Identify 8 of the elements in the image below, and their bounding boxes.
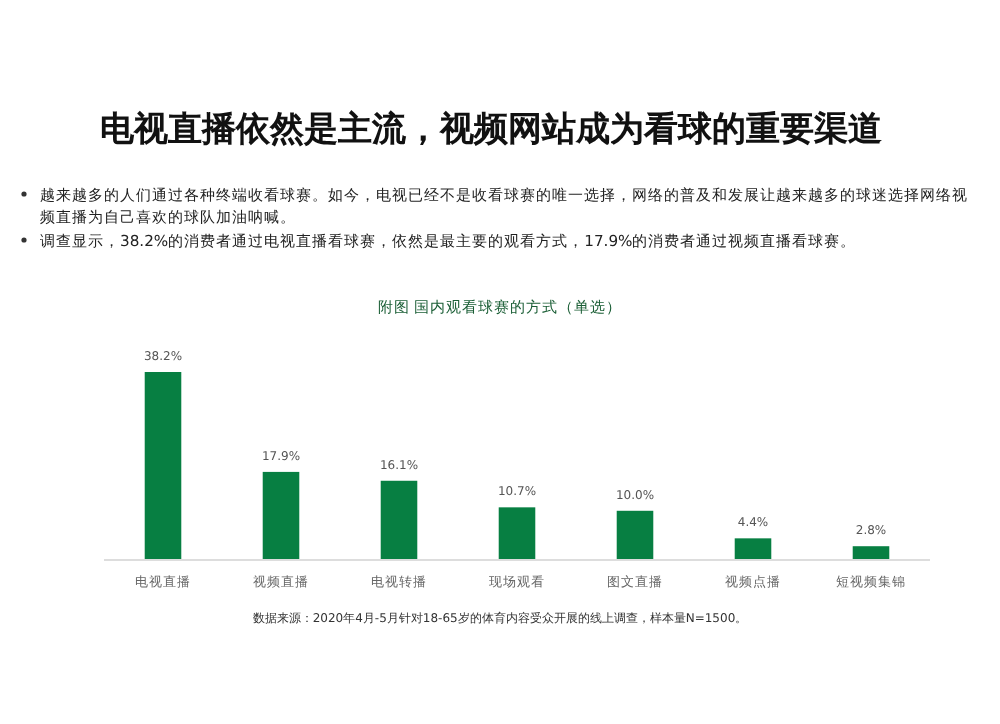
bar [852, 546, 890, 560]
bar [380, 480, 418, 560]
bar [262, 471, 300, 560]
bar [144, 372, 182, 560]
bar [498, 507, 536, 560]
chart-title: 电视直播依然是主流，视频网站成为看球的重要渠道 [100, 110, 882, 150]
bar [616, 510, 654, 560]
bar [734, 538, 772, 560]
